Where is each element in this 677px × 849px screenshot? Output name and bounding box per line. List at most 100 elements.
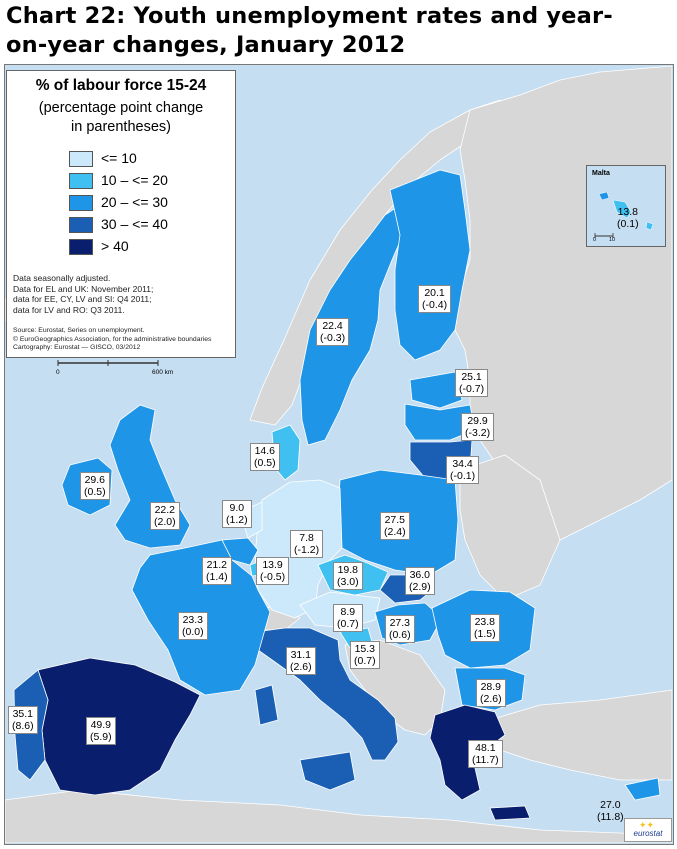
legend-subtitle: (percentage point change in parentheses) xyxy=(7,99,235,137)
inset-change: (0.1) xyxy=(617,218,639,230)
label-es: 49.9 (5.9) xyxy=(86,717,116,745)
logo-text: eurostat xyxy=(633,829,663,838)
change-ro: (1.5) xyxy=(474,628,496,640)
value-ee: 25.1 xyxy=(461,371,482,383)
change-lv: (-3.2) xyxy=(465,427,491,439)
eu-stars-icon: ✦✦ xyxy=(639,820,655,830)
eurostat-logo: ✦✦ eurostat xyxy=(624,818,672,842)
change-sk: (2.9) xyxy=(409,581,431,593)
legend-item-20-30: 20 – <= 30 xyxy=(69,194,168,212)
change-pt: (8.6) xyxy=(12,720,34,732)
country-el xyxy=(429,704,531,821)
change-uk: (2.0) xyxy=(154,516,176,528)
change-se: (-0.3) xyxy=(320,332,346,344)
label-at: 8.9 (0.7) xyxy=(333,604,363,632)
title-line-1: Chart 22: Youth unemployment rates and y… xyxy=(6,3,613,29)
legend-item-10-20: 10 – <= 20 xyxy=(69,172,168,190)
value-es: 49.9 xyxy=(90,719,112,731)
value-uk: 22.2 xyxy=(154,504,176,516)
change-dk: (0.5) xyxy=(254,457,276,469)
change-el: (11.7) xyxy=(472,754,499,766)
label-cz: 19.8 (3.0) xyxy=(333,562,363,590)
scale-zero: 0 xyxy=(56,369,60,376)
change-ee: (-0.7) xyxy=(459,383,485,395)
value-lu: 13.9 xyxy=(262,559,283,571)
label-sk: 36.0 (2.9) xyxy=(405,567,435,595)
country-es xyxy=(37,657,201,796)
label-pt: 35.1 (8.6) xyxy=(8,706,38,734)
malta-inset: Malta 13.8 (0.1) 0 10 xyxy=(586,165,666,247)
value-lv: 29.9 xyxy=(467,415,488,427)
legend-subtitle-line-2: in parentheses) xyxy=(71,119,171,135)
legend-source: Source: Eurostat, Series on unemployment… xyxy=(13,327,211,353)
label-uk: 22.2 (2.0) xyxy=(150,502,180,530)
label-se: 22.4 (-0.3) xyxy=(316,318,350,346)
country-cy xyxy=(624,777,661,801)
label-hu: 27.3 (0.6) xyxy=(385,615,415,643)
value-pt: 35.1 xyxy=(12,708,34,720)
note-line: data for LV and RO: Q3 2011. xyxy=(13,304,125,315)
legend-label-le10: <= 10 xyxy=(101,150,137,166)
change-si: (0.7) xyxy=(354,655,376,667)
value-el: 48.1 xyxy=(475,742,496,754)
label-el: 48.1 (11.7) xyxy=(468,740,503,768)
label-fr: 23.3 (0.0) xyxy=(178,612,208,640)
change-lu: (-0.5) xyxy=(260,571,286,583)
inset-value: 13.8 xyxy=(617,206,639,218)
inset-title: Malta xyxy=(592,170,610,177)
title-line-2: on-year changes, January 2012 xyxy=(6,32,406,58)
value-fi: 20.1 xyxy=(424,287,445,299)
label-lu: 13.9 (-0.5) xyxy=(256,557,290,585)
chart-title: Chart 22: Youth unemployment rates and y… xyxy=(6,2,674,60)
label-si: 15.3 (0.7) xyxy=(350,641,380,669)
value-se: 22.4 xyxy=(322,320,343,332)
label-ro: 23.8 (1.5) xyxy=(470,614,500,642)
change-lt: (-0.1) xyxy=(450,470,476,482)
inset-scale-end: 10 xyxy=(609,237,616,243)
value-bg: 28.9 xyxy=(480,681,502,693)
legend-swatch-10-20 xyxy=(69,173,93,190)
value-at: 8.9 xyxy=(340,606,356,618)
legend-item-gt40: > 40 xyxy=(69,238,129,256)
value-pl: 27.5 xyxy=(384,514,406,526)
land-north-africa xyxy=(5,789,672,843)
label-pl: 27.5 (2.4) xyxy=(380,512,410,540)
value-cz: 19.8 xyxy=(337,564,359,576)
label-it: 31.1 (2.6) xyxy=(286,647,316,675)
label-be: 21.2 (1.4) xyxy=(202,557,232,585)
legend-box: % of labour force 15-24 (percentage poin… xyxy=(6,70,236,358)
inset-value-label: 13.8 (0.1) xyxy=(617,206,639,230)
change-de: (-1.2) xyxy=(294,544,320,556)
source-line: © EuroGeographics Association, for the a… xyxy=(13,335,212,343)
value-de: 7.8 xyxy=(299,532,314,544)
legend-label-10-20: 10 – <= 20 xyxy=(101,172,168,188)
label-dk: 14.6 (0.5) xyxy=(250,443,280,471)
value-nl: 9.0 xyxy=(229,502,245,514)
legend-subtitle-line-1: (percentage point change xyxy=(38,100,204,116)
legend-label-20-30: 20 – <= 30 xyxy=(101,194,168,210)
label-bg: 28.9 (2.6) xyxy=(476,679,506,707)
legend-swatch-gt40 xyxy=(69,239,93,256)
value-fr: 23.3 xyxy=(182,614,204,626)
label-ee: 25.1 (-0.7) xyxy=(455,369,489,397)
label-de: 7.8 (-1.2) xyxy=(290,530,324,558)
change-at: (0.7) xyxy=(337,618,359,630)
legend-swatch-20-30 xyxy=(69,195,93,212)
land-ukraine-belarus xyxy=(459,454,561,601)
malta-map xyxy=(594,191,654,238)
change-cz: (3.0) xyxy=(337,576,359,588)
inset-scale-zero: 0 xyxy=(593,237,597,243)
legend-label-gt40: > 40 xyxy=(101,238,129,254)
value-sk: 36.0 xyxy=(409,569,431,581)
note-line: data for EE, CY, LV and SI: Q4 2011; xyxy=(13,294,152,304)
value-lt: 34.4 xyxy=(452,458,473,470)
change-pl: (2.4) xyxy=(384,526,406,538)
label-cy: 27.0 (11.8) xyxy=(594,798,627,824)
label-lv: 29.9 (-3.2) xyxy=(461,413,495,441)
legend-item-le10: <= 10 xyxy=(69,150,137,168)
value-cy: 27.0 xyxy=(600,799,621,811)
change-fi: (-0.4) xyxy=(422,299,448,311)
scale-bar-graphic xyxy=(57,360,159,366)
label-lt: 34.4 (-0.1) xyxy=(446,456,480,484)
scale-end: 600 km xyxy=(152,369,174,376)
